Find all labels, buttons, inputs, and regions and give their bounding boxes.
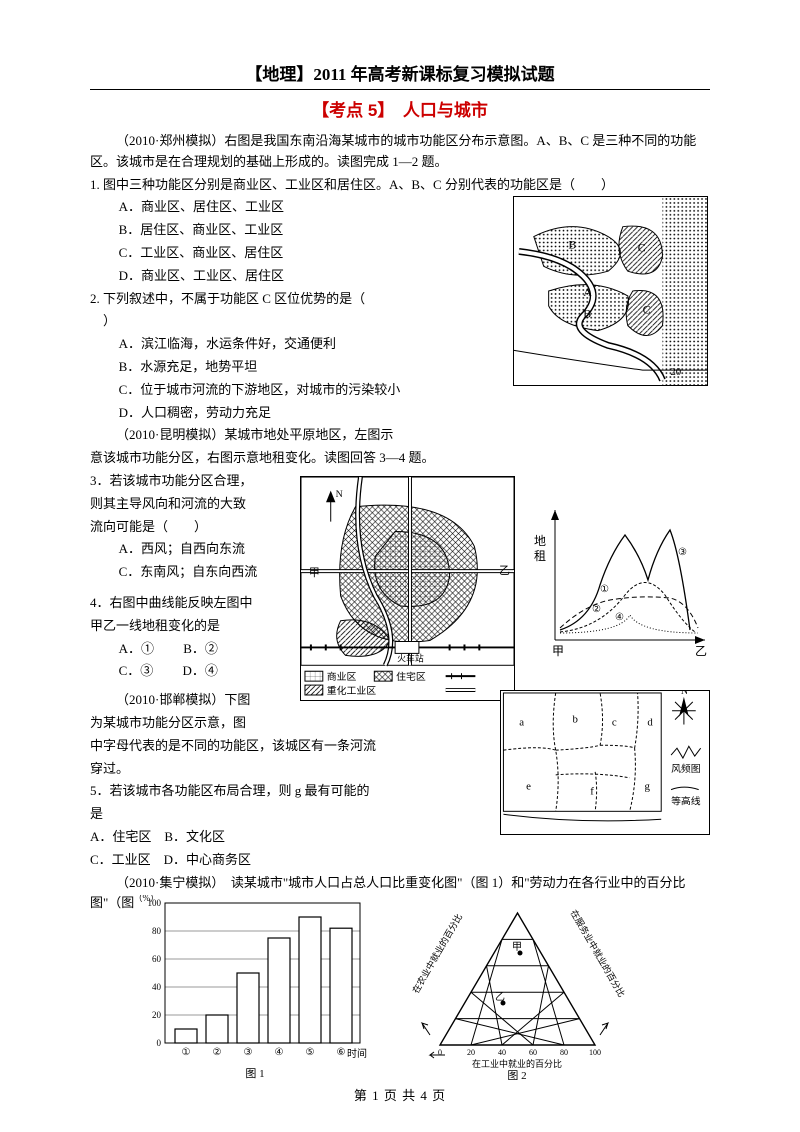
legend-contour: 等高线: [671, 794, 701, 807]
bar-caption: 图 1: [245, 1067, 264, 1080]
cell-e: e: [526, 781, 531, 793]
q4-opt-a: A．①: [119, 639, 154, 660]
legend-windrose: 风频图: [671, 762, 701, 775]
bar-ylabel: 城市人口占总人口比重（%）: [135, 895, 159, 903]
cell-d: d: [647, 717, 653, 729]
svg-text:②: ②: [213, 1047, 222, 1058]
figure-urban-plan: N 火车站 甲 乙: [300, 476, 515, 701]
cell-a: a: [519, 717, 524, 729]
svg-text:⑤: ⑤: [306, 1047, 315, 1058]
q2-opt-d: D．人口稠密，劳动力充足: [90, 403, 710, 424]
jia-label: 甲: [309, 567, 320, 579]
cell-f: f: [590, 786, 594, 798]
page-subtitle: 【考点 5】 人口与城市: [90, 96, 710, 121]
rent-y1: 地: [534, 534, 546, 548]
label-contour20: 20: [670, 366, 681, 378]
figure-rent-curve: 地 租 ① ② ③ ④ 甲 乙: [530, 500, 710, 665]
intro-2b: 意该城市功能分区，右图示意地租变化。读图回答 3—4 题。: [90, 448, 710, 469]
intro-1: （2010·郑州模拟）右图是我国东南沿海某城市的城市功能区分布示意图。A、B、C…: [90, 131, 710, 173]
q4-opt-b: B．②: [183, 639, 218, 660]
svg-text:⑥: ⑥: [337, 1047, 346, 1058]
legend-res: 住宅区: [396, 670, 426, 683]
rent-y2: 租: [534, 549, 546, 563]
svg-text:80: 80: [560, 1048, 568, 1057]
q4-opt-d: D．④: [183, 661, 218, 682]
svg-text:20: 20: [152, 1010, 162, 1020]
q5-opts-cd: C．工业区 D．中心商务区: [90, 850, 710, 871]
station-label: 火车站: [397, 652, 424, 663]
bar-xlabel: 时间: [347, 1047, 367, 1060]
svg-text:60: 60: [152, 954, 162, 964]
label-C1: C: [638, 240, 646, 254]
rent-c2: ②: [592, 604, 601, 615]
svg-text:③: ③: [244, 1047, 253, 1058]
tri-right: 在服务业中就业的百分比: [569, 908, 628, 999]
cell-g: g: [644, 781, 650, 793]
tri-bottom: 在工业中就业的百分比: [472, 1058, 562, 1069]
tri-left: 在农业中就业的百分比: [410, 912, 465, 995]
figure-wind-map: a b c d e f g N 风频图 等高线: [500, 690, 710, 835]
tri-caption: 图 2: [507, 1069, 526, 1080]
svg-text:60: 60: [529, 1048, 537, 1057]
north-label: N: [336, 489, 343, 500]
figure-bar-chart: 020406080100 ①②③④⑤⑥ 城市人口占总人口比重（%） 时间 图 1: [135, 895, 375, 1080]
label-B1: B: [568, 237, 576, 251]
label-B2: B: [583, 307, 591, 321]
yi-label: 乙: [499, 564, 510, 577]
svg-text:20: 20: [467, 1048, 475, 1057]
cell-b: b: [572, 714, 577, 726]
figure-ternary: 在工业中就业的百分比 在农业中就业的百分比 在服务业中就业的百分比 图 2 0 2…: [400, 895, 635, 1080]
svg-text:④: ④: [275, 1047, 284, 1058]
rent-c4: ④: [615, 612, 624, 623]
svg-text:①: ①: [182, 1047, 191, 1058]
page-title: 【地理】2011 年高考新课标复习模拟试题: [90, 60, 710, 90]
svg-text:40: 40: [152, 982, 162, 992]
rent-c3: ③: [678, 547, 687, 558]
intro-2a: （2010·昆明模拟）某城市地处平原地区，左图示: [90, 425, 710, 446]
rent-c1: ①: [600, 584, 609, 595]
svg-text:80: 80: [152, 926, 162, 936]
cell-c: c: [612, 717, 617, 729]
figure-coastal-map: A B B C C 20: [513, 196, 708, 386]
label-A: A: [583, 285, 592, 299]
rent-xl: 甲: [552, 644, 564, 658]
svg-text:100: 100: [589, 1048, 601, 1057]
svg-text:40: 40: [498, 1048, 506, 1057]
svg-text:0: 0: [438, 1048, 442, 1057]
label-C2: C: [643, 303, 651, 317]
q1-stem: 1. 图中三种功能区分别是商业区、工业区和居住区。A、B、C 分别代表的功能区是…: [90, 175, 710, 196]
q4-opt-c: C．③: [119, 661, 154, 682]
legend-biz: 商业区: [327, 670, 357, 683]
legend-ind: 重化工业区: [327, 684, 377, 697]
page-footer: 第 1 页 共 4 页: [0, 1085, 800, 1104]
wind-north: N: [681, 691, 688, 697]
rent-xr: 乙: [695, 644, 707, 658]
svg-text:0: 0: [157, 1038, 162, 1048]
